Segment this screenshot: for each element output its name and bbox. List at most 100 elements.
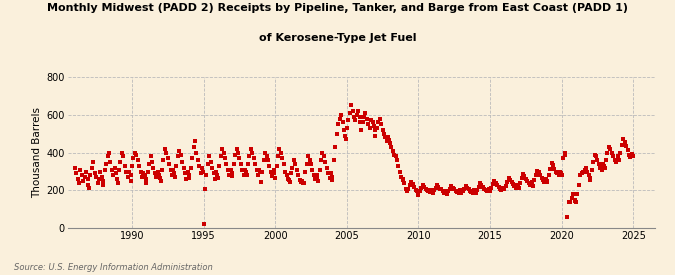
Point: [141, 181, 152, 185]
Point: [122, 175, 133, 179]
Point: [255, 180, 266, 184]
Point: [454, 188, 465, 192]
Point: [274, 147, 285, 151]
Point: [172, 154, 183, 159]
Point: [280, 169, 291, 174]
Point: [370, 133, 381, 138]
Point: [356, 128, 367, 132]
Point: [337, 120, 348, 125]
Point: [151, 175, 162, 179]
Point: [198, 222, 209, 227]
Point: [316, 158, 327, 162]
Point: [542, 180, 553, 184]
Point: [599, 164, 610, 168]
Point: [404, 183, 415, 187]
Point: [499, 187, 510, 192]
Point: [431, 183, 442, 187]
Point: [221, 162, 232, 166]
Point: [610, 158, 620, 162]
Point: [429, 188, 439, 192]
Point: [244, 154, 254, 159]
Point: [111, 177, 122, 181]
Point: [479, 186, 489, 191]
Point: [329, 158, 340, 162]
Point: [403, 186, 414, 191]
Point: [177, 160, 188, 164]
Point: [108, 173, 119, 178]
Point: [489, 179, 500, 183]
Point: [293, 173, 304, 178]
Point: [213, 176, 223, 180]
Point: [121, 169, 132, 174]
Point: [83, 183, 94, 187]
Point: [95, 169, 106, 174]
Point: [512, 185, 523, 189]
Point: [241, 173, 252, 178]
Point: [608, 154, 618, 159]
Point: [89, 171, 100, 176]
Point: [570, 199, 580, 203]
Point: [547, 163, 558, 167]
Point: [311, 173, 322, 178]
Point: [149, 171, 160, 176]
Point: [306, 162, 317, 166]
Point: [435, 186, 446, 191]
Point: [582, 169, 593, 174]
Point: [211, 169, 222, 174]
Point: [324, 176, 335, 180]
Point: [412, 191, 423, 196]
Point: [596, 167, 607, 172]
Point: [84, 185, 95, 190]
Point: [616, 143, 627, 147]
Point: [155, 179, 166, 183]
Point: [314, 167, 325, 172]
Point: [422, 188, 433, 192]
Point: [257, 169, 268, 174]
Point: [398, 177, 408, 181]
Point: [254, 167, 265, 172]
Point: [498, 186, 509, 191]
Point: [427, 191, 438, 196]
Point: [527, 182, 538, 186]
Point: [618, 137, 628, 142]
Point: [98, 183, 109, 187]
Point: [413, 193, 424, 197]
Point: [509, 183, 520, 188]
Point: [104, 150, 115, 155]
Point: [333, 122, 344, 127]
Point: [389, 152, 400, 157]
Point: [330, 145, 341, 149]
Point: [410, 188, 421, 192]
Point: [614, 158, 624, 162]
Point: [212, 173, 223, 178]
Point: [126, 164, 137, 168]
Point: [205, 160, 216, 164]
Point: [117, 150, 128, 155]
Point: [164, 162, 175, 166]
Point: [486, 185, 497, 190]
Point: [399, 181, 410, 185]
Point: [564, 200, 574, 204]
Point: [145, 154, 156, 159]
Point: [339, 128, 350, 132]
Point: [371, 126, 382, 130]
Point: [523, 181, 534, 185]
Point: [506, 180, 517, 184]
Point: [587, 167, 597, 172]
Point: [427, 189, 437, 194]
Point: [148, 166, 159, 170]
Point: [259, 158, 269, 162]
Point: [163, 156, 173, 161]
Point: [407, 182, 418, 186]
Point: [176, 152, 186, 157]
Point: [240, 170, 251, 175]
Point: [580, 166, 591, 170]
Point: [251, 167, 262, 172]
Point: [277, 156, 288, 161]
Point: [379, 131, 389, 136]
Point: [334, 116, 345, 121]
Point: [168, 167, 179, 172]
Point: [363, 122, 374, 127]
Point: [184, 176, 194, 180]
Point: [513, 185, 524, 190]
